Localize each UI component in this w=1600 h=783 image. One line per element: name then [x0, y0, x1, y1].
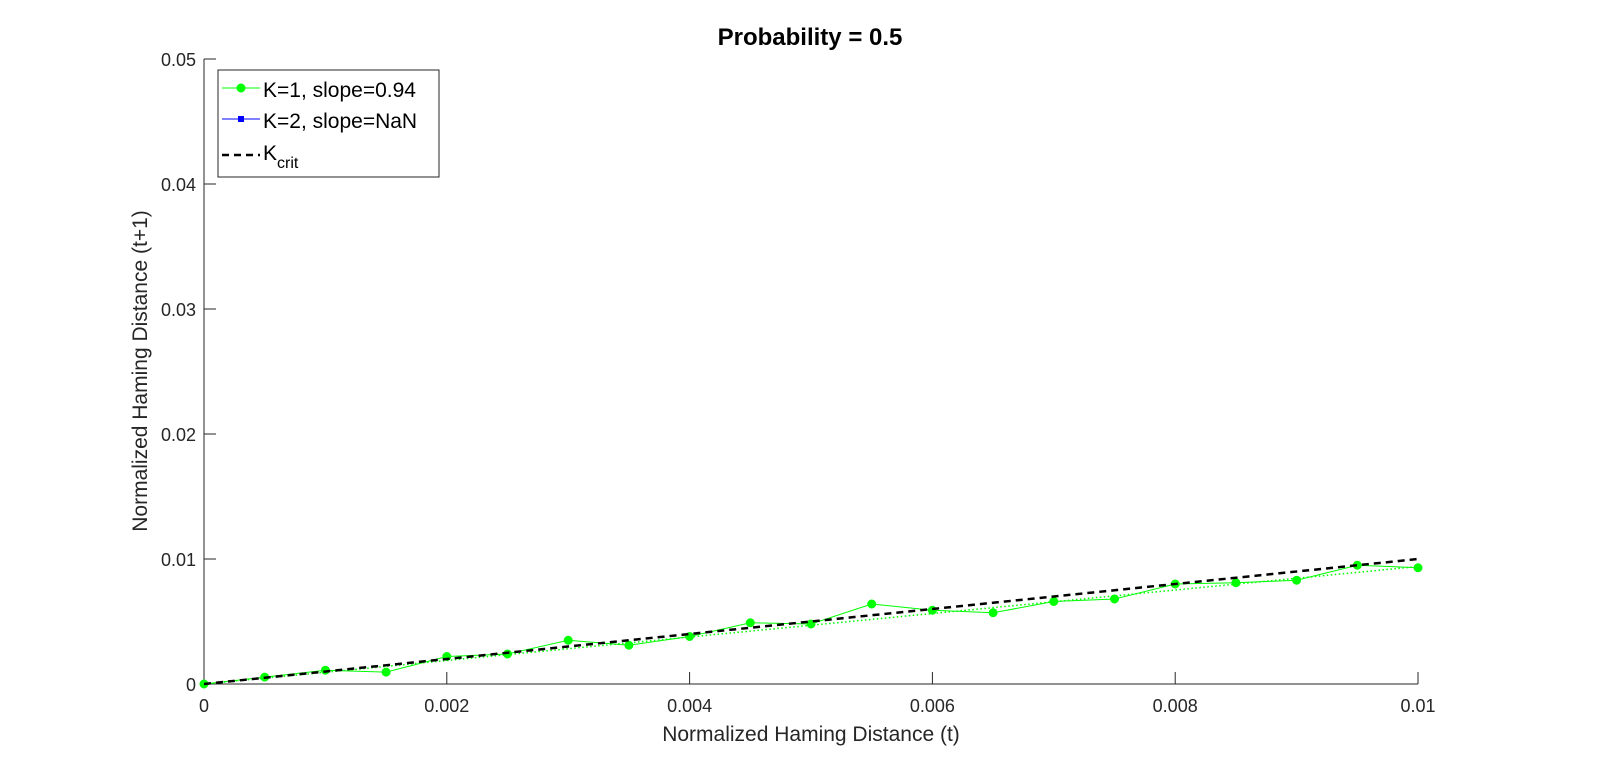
series-point — [1413, 563, 1423, 573]
y-tick-label: 0.05 — [161, 50, 196, 70]
legend-label-k1: K=1, slope=0.94 — [263, 79, 416, 102]
legend-label-kcrit-main: K — [263, 142, 277, 165]
series-layer — [199, 557, 1423, 689]
legend-label-kcrit-subscript: crit — [277, 155, 299, 172]
y-tick-label: 0 — [186, 675, 196, 695]
series-point — [745, 618, 755, 628]
x-tick-label: 0.002 — [424, 696, 469, 716]
y-tick-label: 0.03 — [161, 300, 196, 320]
legend-marker-k2 — [238, 116, 244, 122]
series-point — [381, 667, 391, 677]
legend-entry-kcrit: Kcrit — [222, 142, 299, 172]
legend-label-kcrit: Kcrit — [263, 142, 299, 172]
y-axis-label: Normalized Haming Distance (t+1) — [129, 210, 152, 532]
fit-line — [203, 565, 1419, 685]
y-tick-label: 0.04 — [161, 175, 196, 195]
x-axis-ticks: 0 0.002 0.004 0.006 0.008 0.01 — [199, 672, 1436, 716]
x-tick-label: 0.01 — [1400, 696, 1435, 716]
legend-marker-k1 — [236, 83, 246, 93]
series-point — [867, 599, 877, 609]
legend-entry-k1: K=1, slope=0.94 — [222, 79, 416, 102]
series-point — [624, 640, 634, 650]
series-point — [988, 608, 998, 618]
series-point — [1049, 597, 1059, 606]
x-tick-label: 0.006 — [910, 696, 955, 716]
x-tick-label: 0.004 — [667, 696, 712, 716]
x-axis-label: Normalized Haming Distance (t) — [662, 723, 960, 746]
series-point — [1292, 575, 1302, 585]
series-point — [1231, 578, 1241, 588]
series-point — [1110, 594, 1119, 604]
x-tick-label: 0 — [199, 696, 209, 716]
y-tick-label: 0.02 — [161, 425, 196, 445]
legend-entry-k2: K=2, slope=NaN — [222, 110, 417, 133]
y-tick-label: 0.01 — [161, 550, 196, 570]
series-point — [563, 635, 573, 645]
legend: K=1, slope=0.94 K=2, slope=NaN Kcrit — [217, 69, 440, 178]
x-tick-label: 0.008 — [1153, 696, 1198, 716]
legend-label-k2: K=2, slope=NaN — [263, 110, 417, 133]
chart-title: Probability = 0.5 — [718, 24, 903, 51]
